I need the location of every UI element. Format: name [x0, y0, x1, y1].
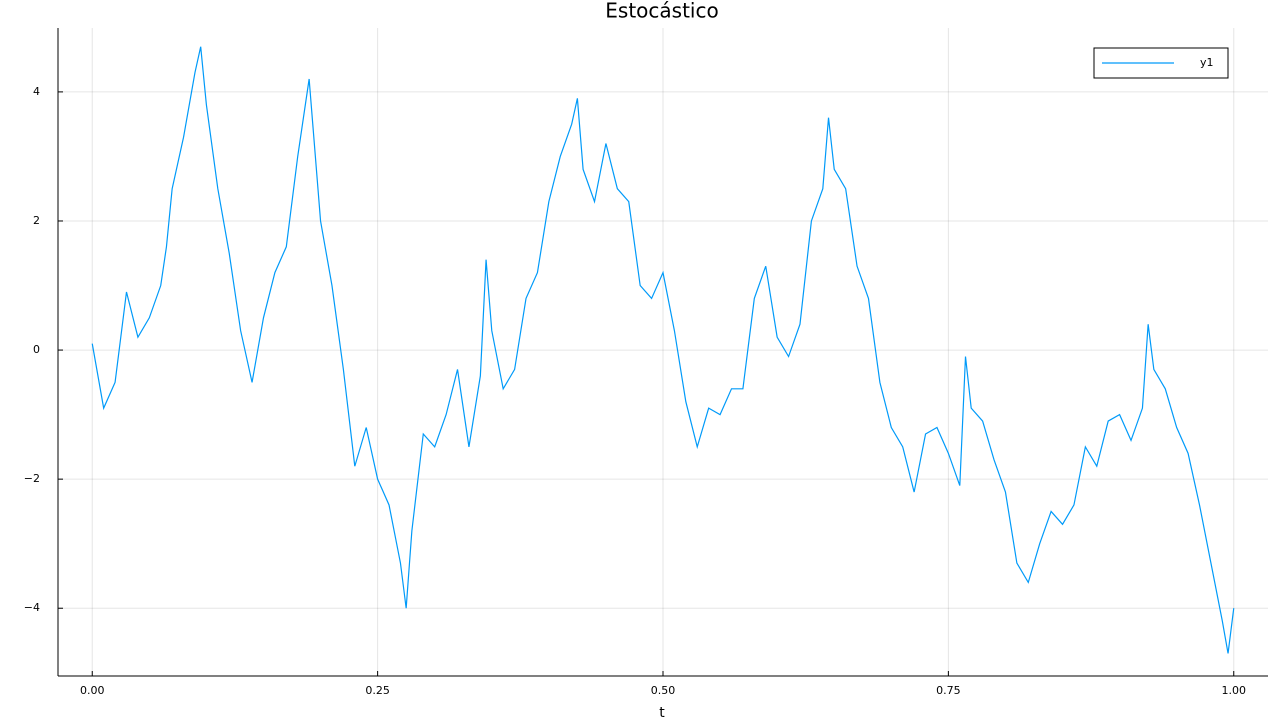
y-tick-label: 2 [33, 214, 40, 227]
x-tick-label: 0.00 [80, 684, 105, 697]
x-axis-label: t [659, 705, 665, 720]
y-tick-label: −4 [24, 601, 40, 614]
x-tick-label: 0.75 [936, 684, 961, 697]
legend-label: y1 [1200, 56, 1214, 69]
x-tick-label: 1.00 [1222, 684, 1247, 697]
chart-title: Estocástico [605, 0, 718, 23]
x-tick-label: 0.50 [651, 684, 676, 697]
y-tick-label: −2 [24, 472, 40, 485]
y-tick-label: 4 [33, 85, 40, 98]
x-tick-label: 0.25 [365, 684, 390, 697]
y-tick-label: 0 [33, 343, 40, 356]
data-line [91, 46, 1235, 654]
